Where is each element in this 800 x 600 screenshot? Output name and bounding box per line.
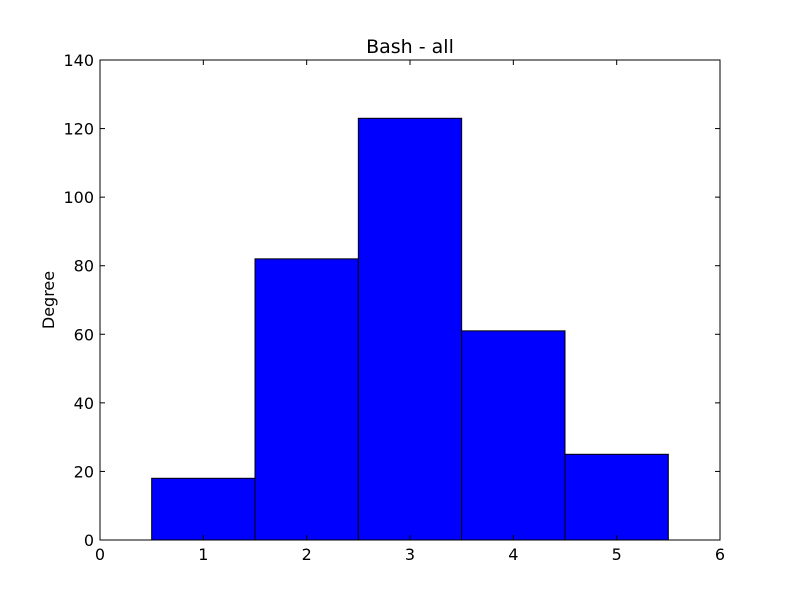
plot-frame: [99, 59, 721, 541]
bar-1: [151, 477, 256, 541]
y-tick-label: 0: [84, 531, 94, 550]
bar-5: [564, 453, 669, 541]
y-tick-label: 100: [63, 188, 94, 207]
y-tick-label: 80: [74, 257, 94, 276]
x-tick-label: 3: [405, 545, 415, 564]
bars-layer: [151, 117, 669, 541]
x-tick-label: 5: [612, 545, 622, 564]
chart-title: Bash - all: [366, 36, 454, 58]
bar-3: [357, 117, 463, 541]
x-tick-label: 0: [95, 545, 105, 564]
bar-2: [254, 258, 359, 541]
y-tick-label: 140: [63, 51, 94, 70]
x-tick-label: 4: [508, 545, 518, 564]
y-tick-label: 60: [74, 325, 94, 344]
bar-4: [461, 330, 566, 541]
y-tick-label: 120: [63, 120, 94, 139]
y-tick-label: 20: [74, 462, 94, 481]
y-axis-label: Degree: [39, 271, 58, 329]
x-tick-label: 1: [198, 545, 208, 564]
x-tick-label: 6: [715, 545, 725, 564]
x-tick-label: 2: [302, 545, 312, 564]
y-tick-label: 40: [74, 394, 94, 413]
